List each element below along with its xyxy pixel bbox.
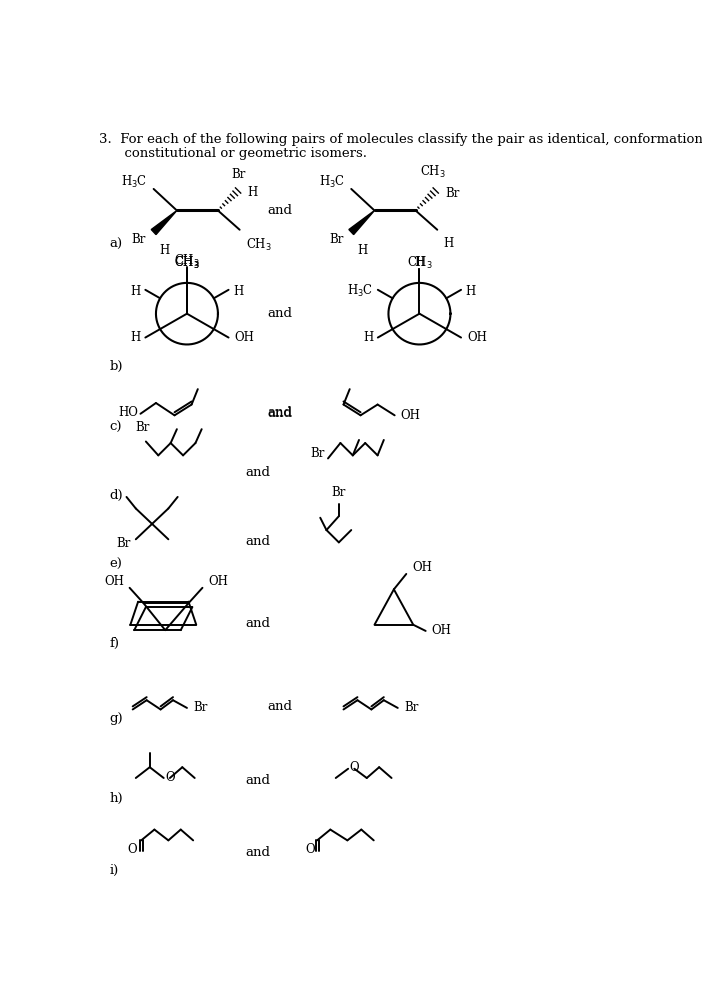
Text: constitutional or geometric isomers.: constitutional or geometric isomers.	[98, 148, 366, 161]
Text: h): h)	[110, 793, 123, 806]
Text: H$_3$C: H$_3$C	[319, 173, 345, 190]
Text: Br: Br	[331, 487, 346, 499]
Text: and: and	[267, 406, 293, 419]
Text: Br: Br	[131, 233, 146, 246]
Text: and: and	[246, 774, 271, 787]
Text: OH: OH	[432, 624, 451, 637]
Text: Br: Br	[193, 702, 208, 715]
Text: and: and	[246, 466, 271, 479]
Text: OH: OH	[468, 331, 487, 344]
Text: f): f)	[110, 637, 119, 650]
Text: and: and	[267, 408, 293, 421]
Text: H: H	[357, 243, 367, 256]
Text: Br: Br	[445, 187, 459, 200]
Text: H$_3$C: H$_3$C	[121, 173, 147, 190]
Polygon shape	[151, 210, 177, 234]
Text: OH: OH	[234, 331, 255, 344]
Text: H: H	[159, 243, 170, 256]
Text: 3.  For each of the following pairs of molecules classify the pair as identical,: 3. For each of the following pairs of mo…	[98, 134, 702, 147]
Text: OH: OH	[413, 561, 432, 574]
Text: CH$_3$: CH$_3$	[406, 255, 432, 271]
Text: Br: Br	[231, 168, 245, 181]
Text: H: H	[465, 285, 476, 298]
Text: c): c)	[110, 421, 122, 434]
Text: and: and	[246, 846, 271, 859]
Text: CH$_3$: CH$_3$	[174, 253, 200, 269]
Text: H$_3$C: H$_3$C	[347, 283, 373, 299]
Text: O: O	[128, 842, 138, 855]
Text: i): i)	[110, 863, 119, 877]
Text: and: and	[246, 617, 271, 630]
Text: and: and	[267, 700, 293, 713]
Text: a): a)	[110, 238, 123, 251]
Text: CH$_3$: CH$_3$	[420, 164, 446, 179]
Text: d): d)	[110, 489, 123, 501]
Text: b): b)	[110, 360, 123, 373]
Text: CH$_3$: CH$_3$	[246, 236, 272, 253]
Text: H: H	[444, 236, 453, 249]
Text: O: O	[305, 842, 314, 855]
Text: H: H	[131, 331, 140, 344]
Text: Br: Br	[329, 233, 343, 246]
Text: e): e)	[110, 558, 122, 571]
Text: Br: Br	[310, 447, 325, 460]
Text: Br: Br	[116, 537, 131, 550]
Text: and: and	[267, 307, 293, 320]
Text: CH$_3$: CH$_3$	[174, 255, 200, 271]
Text: and: and	[267, 204, 293, 217]
Text: and: and	[246, 535, 271, 548]
Text: Br: Br	[135, 421, 150, 434]
Polygon shape	[349, 210, 374, 234]
Text: O: O	[165, 772, 175, 785]
Text: OH: OH	[208, 575, 229, 588]
Text: CH$_3$: CH$_3$	[174, 255, 200, 271]
Text: g): g)	[110, 712, 123, 725]
Text: H: H	[363, 331, 373, 344]
Text: OH: OH	[105, 575, 124, 588]
Text: HO: HO	[118, 406, 138, 419]
Text: Br: Br	[404, 702, 418, 715]
Text: H: H	[233, 285, 244, 298]
Text: H: H	[131, 285, 140, 298]
Text: H: H	[414, 256, 425, 269]
Text: O: O	[350, 762, 359, 775]
Text: OH: OH	[401, 409, 420, 422]
Text: H: H	[247, 185, 258, 198]
